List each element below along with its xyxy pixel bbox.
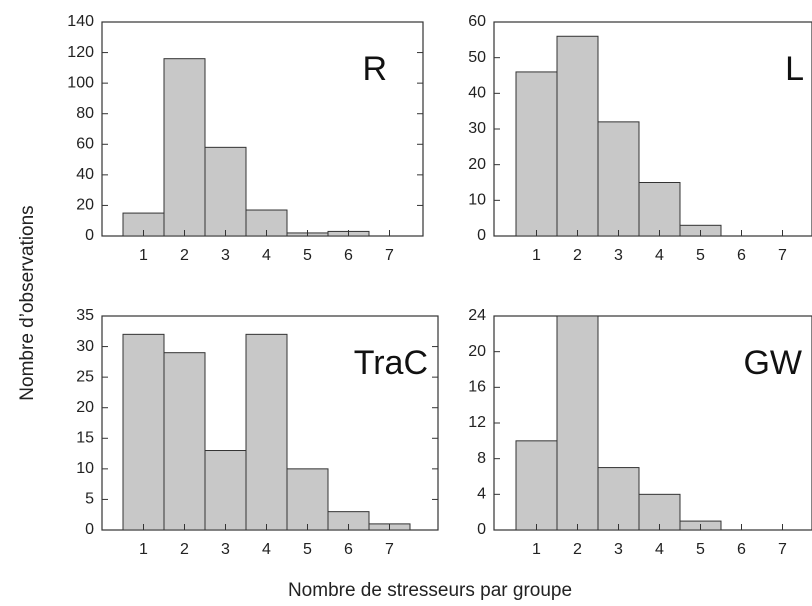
- bar-1: [122, 333, 165, 531]
- x-tick-label: 3: [221, 541, 230, 558]
- x-tick-label: 3: [614, 541, 623, 558]
- x-tick-label: 1: [139, 247, 148, 264]
- x-tick-label: 7: [778, 541, 787, 558]
- x-tick-label: 6: [737, 541, 746, 558]
- x-tick-label: 1: [139, 541, 148, 558]
- y-tick-label: 50: [468, 49, 486, 66]
- bar-4: [638, 182, 681, 237]
- y-axis-label: Nombre d’observations: [17, 205, 38, 400]
- x-tick-label: 6: [737, 247, 746, 264]
- y-tick-label: 120: [67, 44, 94, 61]
- bar-1: [515, 71, 558, 237]
- x-tick-label: 5: [303, 541, 312, 558]
- x-tick-label: 5: [696, 247, 705, 264]
- x-tick-label: 2: [180, 541, 189, 558]
- y-tick-label: 16: [468, 379, 486, 396]
- y-tick-label: 8: [477, 450, 486, 467]
- y-tick-label: 25: [76, 368, 94, 385]
- y-tick-label: 12: [468, 414, 486, 431]
- y-tick-label: 0: [85, 227, 94, 244]
- x-tick-label: 2: [573, 247, 582, 264]
- x-tick-label: 7: [385, 247, 394, 264]
- y-tick-label: 30: [76, 338, 94, 355]
- x-tick-label: 7: [778, 247, 787, 264]
- y-tick-label: 60: [468, 13, 486, 30]
- x-tick-label: 3: [614, 247, 623, 264]
- y-tick-label: 20: [468, 343, 486, 360]
- panel-label: GW: [743, 344, 802, 382]
- x-tick-label: 4: [262, 541, 271, 558]
- bar-2: [163, 58, 206, 237]
- panel-label: R: [362, 50, 387, 88]
- y-tick-label: 0: [85, 521, 94, 538]
- y-tick-label: 20: [76, 197, 94, 214]
- panel-trac: 0 5 10 15 20 25 30 35 1 2 3 4 5 6 7 TraC: [76, 307, 439, 558]
- y-tick-label: 60: [76, 136, 94, 153]
- bar-3: [204, 450, 247, 531]
- y-tick-label: 0: [477, 521, 486, 538]
- y-tick-label: 10: [468, 192, 486, 209]
- y-tick-label: 30: [468, 120, 486, 137]
- y-tick-label: 4: [477, 486, 486, 503]
- y-tick-label: 15: [76, 430, 94, 447]
- x-tick-label: 5: [303, 247, 312, 264]
- x-tick-label: 4: [655, 541, 664, 558]
- x-tick-label: 6: [344, 541, 353, 558]
- x-tick-label: 1: [532, 541, 541, 558]
- y-tick-label: 140: [67, 13, 94, 30]
- y-tick-label: 20: [468, 156, 486, 173]
- panel-r: 0 20 40 60 80 100 120 140 1 2 3 4 5 6 7 R: [67, 13, 424, 264]
- y-tick-label: 5: [85, 491, 94, 508]
- bar-2: [556, 35, 599, 237]
- y-tick-label: 0: [477, 227, 486, 244]
- x-axis-label: Nombre de stresseurs par groupe: [288, 580, 572, 601]
- x-tick-label: 4: [655, 247, 664, 264]
- x-tick-label: 1: [532, 247, 541, 264]
- x-tick-label: 5: [696, 541, 705, 558]
- x-tick-label: 4: [262, 247, 271, 264]
- bar-5: [286, 468, 329, 531]
- x-tick-label: 7: [385, 541, 394, 558]
- y-tick-label: 80: [76, 105, 94, 122]
- x-tick-label: 6: [344, 247, 353, 264]
- x-tick-label: 2: [180, 247, 189, 264]
- y-tick-label: 100: [67, 74, 94, 91]
- x-tick-label: 3: [221, 247, 230, 264]
- y-tick-label: 40: [76, 166, 94, 183]
- bar-2: [163, 352, 206, 531]
- y-tick-label: 40: [468, 85, 486, 102]
- bar-3: [204, 146, 247, 237]
- bar-3: [597, 121, 640, 237]
- panel-label: L: [785, 50, 804, 88]
- y-tick-label: 24: [468, 307, 486, 324]
- panel-label: TraC: [354, 344, 428, 382]
- bar-4: [245, 333, 288, 531]
- bar-3: [597, 467, 640, 531]
- bar-1: [515, 440, 558, 531]
- y-tick-label: 20: [76, 399, 94, 416]
- bar-2: [556, 315, 599, 531]
- x-tick-label: 2: [573, 541, 582, 558]
- y-tick-label: 10: [76, 460, 94, 477]
- y-tick-label: 35: [76, 307, 94, 324]
- panel-l: 0 10 20 30 40 50 60 1 2 3 4 5 6 7 L: [468, 13, 812, 264]
